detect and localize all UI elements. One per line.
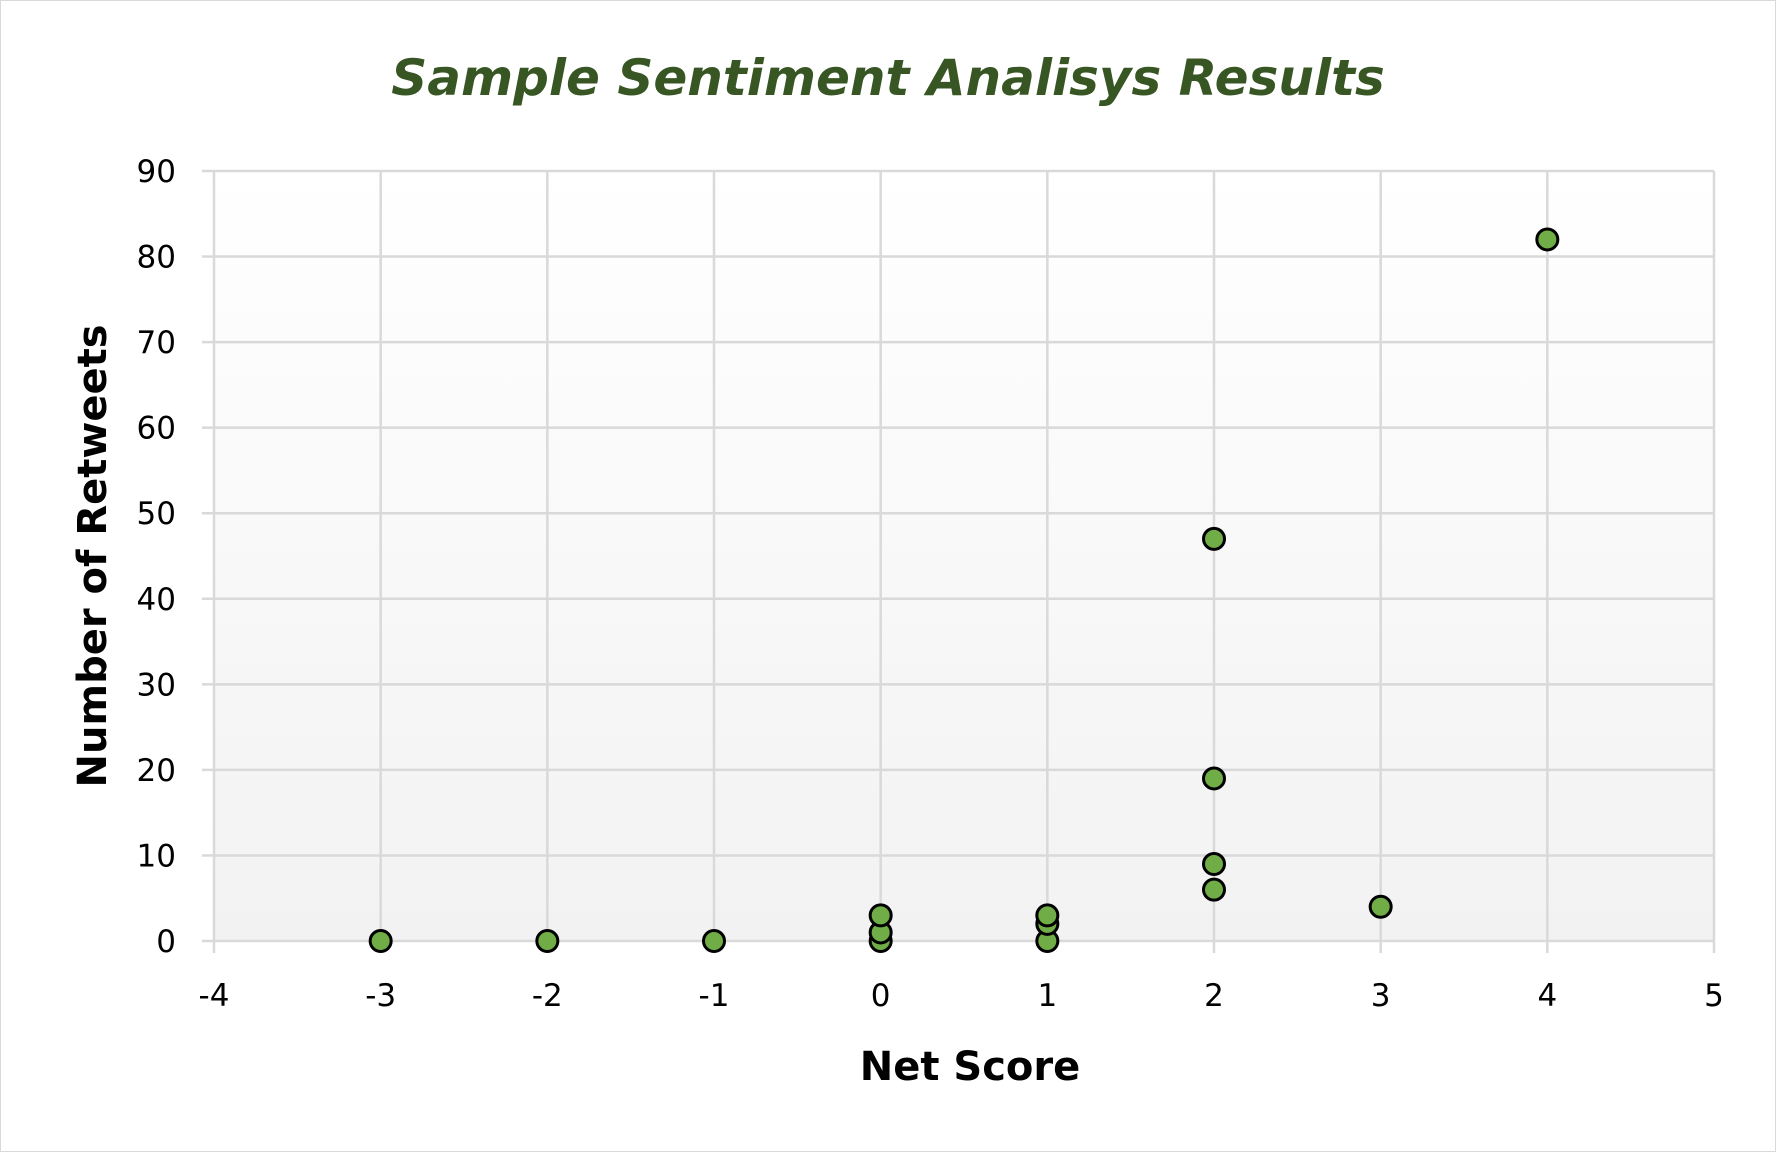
y-tick-label: 80 [137, 240, 176, 276]
x-tick-label: 5 [1704, 978, 1724, 1014]
data-points [368, 227, 1560, 953]
x-axis-title: Net Score [860, 1044, 1081, 1090]
y-tick-label: 20 [137, 753, 176, 789]
data-point [1202, 852, 1226, 876]
data-point [1368, 894, 1393, 919]
data-point [1202, 877, 1226, 902]
data-point [1535, 227, 1560, 252]
y-tick-label: 30 [137, 667, 176, 703]
y-tick-label: 10 [137, 838, 176, 874]
x-tick-label: -1 [699, 978, 730, 1014]
data-point [1035, 903, 1060, 928]
data-point [535, 929, 560, 953]
data-point [702, 929, 726, 953]
data-point [368, 929, 393, 953]
x-tick-label: -4 [199, 978, 230, 1014]
x-tick-label: -2 [532, 978, 563, 1014]
chart-title: Sample Sentiment Analisys Results [391, 49, 1384, 107]
x-tick-label: 4 [1537, 978, 1557, 1014]
data-point [868, 903, 893, 928]
gridlines [212, 169, 1716, 943]
x-tick-label: 0 [871, 978, 891, 1014]
x-tick-label: 2 [1204, 978, 1224, 1014]
y-tick-label: 70 [137, 325, 176, 361]
x-tick-label: 1 [1037, 978, 1057, 1014]
y-tick-label: 50 [137, 496, 176, 532]
y-tick-label: 60 [137, 411, 176, 447]
x-tick-label: -3 [365, 978, 396, 1014]
x-tick-label: 3 [1371, 978, 1391, 1014]
y-axis-title: Number of Retweets [70, 324, 116, 787]
y-tick-label: 90 [137, 154, 176, 190]
data-point [1202, 526, 1226, 551]
y-tick-label: 40 [137, 582, 176, 618]
y-tick-label: 0 [156, 924, 176, 960]
y-axis-tick-labels: 0 10 20 30 40 50 60 70 80 90 [137, 154, 176, 960]
plot-area [214, 171, 1714, 941]
data-point [1202, 766, 1226, 791]
x-axis-tick-labels: -4 -3 -2 -1 0 1 2 3 4 5 [199, 978, 1724, 1014]
